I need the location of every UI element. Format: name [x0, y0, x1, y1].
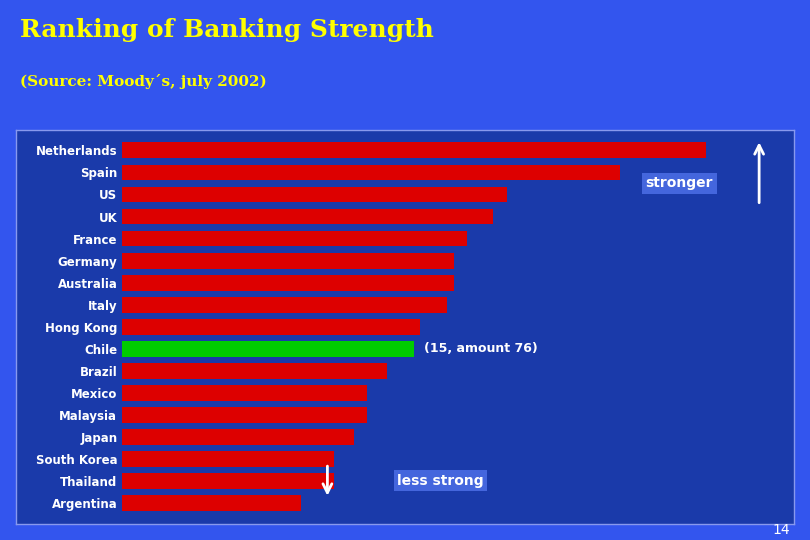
Bar [122, 231, 467, 246]
Text: stronger: stronger [646, 177, 713, 191]
Text: 14: 14 [772, 523, 790, 537]
Bar [122, 407, 367, 423]
Bar [122, 495, 301, 511]
Bar [122, 363, 387, 379]
Bar [122, 319, 420, 335]
Bar [122, 429, 354, 445]
Bar [122, 451, 334, 467]
Text: (Source: Moody´s, july 2002): (Source: Moody´s, july 2002) [20, 73, 267, 89]
Text: (15, amount 76): (15, amount 76) [424, 342, 538, 355]
Bar [122, 385, 367, 401]
Bar [122, 275, 454, 291]
Bar [122, 143, 706, 158]
Bar [122, 253, 454, 268]
Text: less strong: less strong [397, 474, 484, 488]
Bar [122, 297, 447, 313]
Bar [122, 341, 414, 356]
Bar [122, 208, 493, 225]
Bar [122, 186, 507, 202]
Bar [122, 473, 334, 489]
Text: Ranking of Banking Strength: Ranking of Banking Strength [20, 18, 434, 42]
Bar [122, 165, 620, 180]
